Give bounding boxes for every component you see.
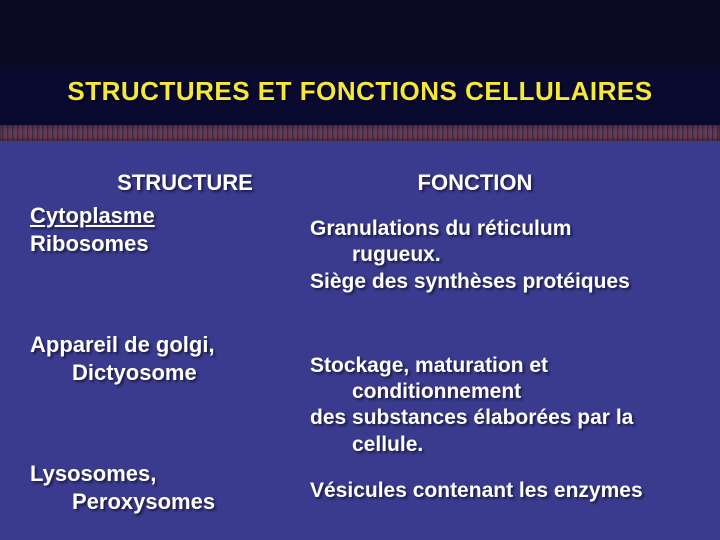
function-text: Granulations du réticulum xyxy=(310,216,700,242)
structure-row-2: Appareil de golgi, Dictyosome xyxy=(30,331,300,386)
function-row-3: Vésicules contenant les enzymes xyxy=(310,478,700,504)
structure-row-1: Cytoplasme Ribosomes xyxy=(30,202,300,257)
structure-text: Dictyosome xyxy=(30,359,300,387)
function-row-2: Stockage, maturation et conditionnement … xyxy=(310,353,700,458)
structure-heading: STRUCTURE xyxy=(30,170,300,196)
structure-text: Lysosomes, xyxy=(30,460,300,488)
function-text: Stockage, maturation et xyxy=(310,353,700,379)
structure-text: Ribosomes xyxy=(30,230,300,258)
content-area: STRUCTURE Cytoplasme Ribosomes Appareil … xyxy=(0,170,720,540)
structure-row-3: Lysosomes, Peroxysomes xyxy=(30,460,300,515)
structure-text: Cytoplasme xyxy=(30,202,300,230)
function-text: Vésicules contenant les enzymes xyxy=(310,478,700,504)
divider-bar xyxy=(0,125,720,141)
function-heading: FONCTION xyxy=(310,170,700,196)
function-text: des substances élaborées par la xyxy=(310,405,700,431)
structure-text: Appareil de golgi, xyxy=(30,331,300,359)
function-row-1: Granulations du réticulum rugueux. Siège… xyxy=(310,216,700,295)
slide-title: STRUCTURES ET FONCTIONS CELLULAIRES xyxy=(0,76,720,107)
structure-text: Peroxysomes xyxy=(30,488,300,516)
function-text: rugueux. xyxy=(310,242,700,268)
slide: STRUCTURES ET FONCTIONS CELLULAIRES STRU… xyxy=(0,0,720,540)
function-text: cellule. xyxy=(310,432,700,458)
function-text: Siège des synthèses protéiques xyxy=(310,269,700,295)
structure-column: STRUCTURE Cytoplasme Ribosomes Appareil … xyxy=(0,170,310,540)
function-column: FONCTION Granulations du réticulum rugue… xyxy=(310,170,720,540)
function-text: conditionnement xyxy=(310,379,700,405)
